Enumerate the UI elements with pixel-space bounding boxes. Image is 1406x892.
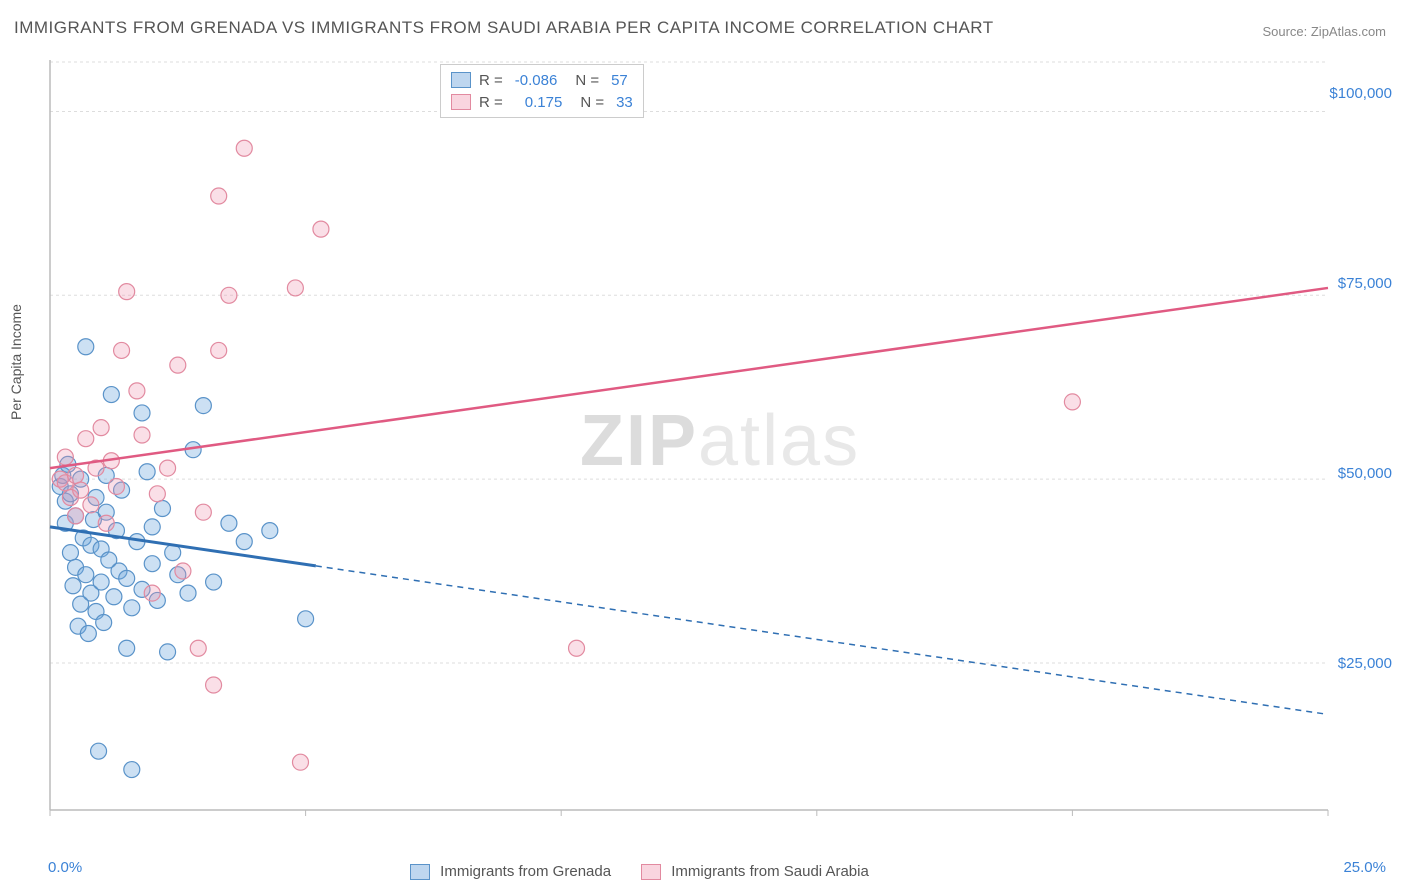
r-label-2: R = xyxy=(479,94,503,111)
legend-swatch-saudi xyxy=(641,864,661,880)
plot-area xyxy=(48,60,1388,840)
n-label-2: N = xyxy=(580,94,604,111)
swatch-saudi xyxy=(451,94,471,110)
ytick-25k: $25,000 xyxy=(1338,655,1392,672)
r-val-2: 0.175 xyxy=(525,94,563,111)
r-val-1: -0.086 xyxy=(515,72,558,89)
legend-label-saudi: Immigrants from Saudi Arabia xyxy=(671,863,869,880)
stats-row-1: R = -0.086 N = 57 xyxy=(451,69,633,91)
chart-container: IMMIGRANTS FROM GRENADA VS IMMIGRANTS FR… xyxy=(0,0,1406,892)
series-legend: Immigrants from Grenada Immigrants from … xyxy=(410,863,869,880)
chart-title: IMMIGRANTS FROM GRENADA VS IMMIGRANTS FR… xyxy=(14,18,994,38)
r-label: R = xyxy=(479,72,503,89)
stats-legend: R = -0.086 N = 57 R = 0.175 N = 33 xyxy=(440,64,644,118)
xtick-0: 0.0% xyxy=(48,859,82,876)
ytick-50k: $50,000 xyxy=(1338,465,1392,482)
legend-label-grenada: Immigrants from Grenada xyxy=(440,863,611,880)
ytick-75k: $75,000 xyxy=(1338,275,1392,292)
stats-row-2: R = 0.175 N = 33 xyxy=(451,91,633,113)
n-val-2: 33 xyxy=(616,94,633,111)
n-val-1: 57 xyxy=(611,72,628,89)
swatch-grenada xyxy=(451,72,471,88)
source-label: Source: ZipAtlas.com xyxy=(1262,24,1386,39)
n-label: N = xyxy=(575,72,599,89)
legend-item-grenada: Immigrants from Grenada xyxy=(410,863,611,880)
legend-swatch-grenada xyxy=(410,864,430,880)
legend-item-saudi: Immigrants from Saudi Arabia xyxy=(641,863,869,880)
y-axis-label: Per Capita Income xyxy=(8,304,24,420)
plot-svg xyxy=(48,60,1388,840)
ytick-100k: $100,000 xyxy=(1329,85,1392,102)
xtick-25: 25.0% xyxy=(1343,859,1386,876)
